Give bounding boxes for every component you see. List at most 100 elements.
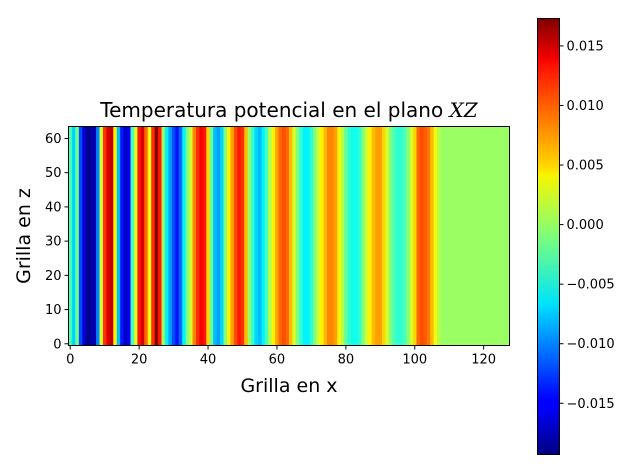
y-tick-label: 20 xyxy=(45,269,62,284)
heatmap-cell-column xyxy=(306,126,311,346)
heatmap-cell-column xyxy=(75,126,80,346)
heatmap-cell-column xyxy=(351,126,356,346)
y-tick-label: 50 xyxy=(45,166,62,181)
heatmap-cell-column xyxy=(113,126,118,346)
heatmap-cell-column xyxy=(433,126,438,346)
heatmap-cell-column xyxy=(492,126,497,346)
heatmap-cell-column xyxy=(133,126,139,346)
heatmap-cell-column xyxy=(430,126,435,346)
x-tick-label: 60 xyxy=(269,353,286,368)
heatmap-cell-column xyxy=(209,126,214,346)
heatmap-cell-column xyxy=(251,126,256,346)
heatmap-cell-column xyxy=(309,126,314,346)
heatmap-cell-column xyxy=(254,126,259,346)
colorbar-tick-label: 0.005 xyxy=(567,159,604,174)
heatmap-cell-column xyxy=(189,126,194,346)
heatmap-cell-column xyxy=(140,126,145,346)
y-axis-ticks: 0 10 20 30 40 50 60 xyxy=(45,132,69,352)
heatmap-cell-column xyxy=(502,126,507,346)
heatmap-cell-column xyxy=(202,126,207,346)
heatmap-cell-column xyxy=(289,126,294,346)
heatmap-cell-column xyxy=(182,126,187,346)
heatmap-cell-column xyxy=(357,126,362,346)
heatmap-cell-column xyxy=(285,126,290,346)
x-tick-label: 100 xyxy=(402,353,427,368)
heatmap-cell-column xyxy=(330,126,335,346)
heatmap-cell-column xyxy=(96,126,101,346)
heatmap-cell-column xyxy=(230,126,235,346)
chart-title-text: Temperatura potencial en el plano xyxy=(99,98,449,122)
heatmap-cell-column xyxy=(164,126,170,346)
heatmap-cell-column xyxy=(499,126,504,346)
y-tick-label: 30 xyxy=(45,235,62,250)
heatmap-cell-column xyxy=(68,126,73,346)
heatmap-cell-column xyxy=(268,126,273,346)
heatmap-cell-column xyxy=(506,126,511,346)
heatmap-cell-column xyxy=(354,126,359,346)
y-axis-label: Grilla en z xyxy=(13,188,35,284)
heatmap-cell-column xyxy=(233,126,238,346)
heatmap-cell-column xyxy=(261,126,266,346)
heatmap-cell-column xyxy=(282,126,287,346)
heatmap-cell-column xyxy=(485,126,490,346)
heatmap-cell-column xyxy=(192,126,197,346)
heatmap-cell-column xyxy=(457,126,462,346)
y-tick-label: 60 xyxy=(45,132,62,147)
colorbar-tick-label: 0.000 xyxy=(567,218,604,233)
heatmap-cell-column xyxy=(123,126,128,346)
heatmap-cell-column xyxy=(447,126,452,346)
heatmap-cell-column xyxy=(247,126,252,346)
heatmap-cell-column xyxy=(240,126,245,346)
heatmap-cell-column xyxy=(161,126,166,346)
heatmap-cell-column xyxy=(392,126,397,346)
y-tick-label: 10 xyxy=(45,303,62,318)
heatmap-cell-column xyxy=(399,126,404,346)
heatmap-cell-column xyxy=(488,126,493,346)
heatmap-cell-column xyxy=(375,126,380,346)
heatmap-cell-column xyxy=(223,126,228,346)
heatmap-cell-column xyxy=(85,126,90,346)
heatmap-cell-column xyxy=(89,126,94,346)
heatmap-cell-column xyxy=(292,126,297,346)
heatmap-cell-column xyxy=(378,126,383,346)
heatmap-cell-column xyxy=(168,126,173,346)
heatmap-cell-column xyxy=(185,126,190,346)
heatmap-cell-column xyxy=(464,126,469,346)
heatmap-cell-column xyxy=(109,126,114,346)
heatmap-cell-column xyxy=(226,126,232,346)
heatmap-cell-column xyxy=(385,126,390,346)
y-tick-label: 0 xyxy=(53,337,61,352)
heatmap-cell-column xyxy=(71,126,76,346)
heatmap-cell-column xyxy=(244,126,249,346)
heatmap-cell-column xyxy=(137,126,142,346)
heatmap-cell-column xyxy=(333,126,338,346)
heatmap-cell-column xyxy=(216,126,221,346)
colorbar-tick-label: −0.005 xyxy=(567,278,615,293)
heatmap-cell-column xyxy=(364,126,369,346)
heatmap-cell-column xyxy=(295,126,300,346)
chart-title: Temperatura potencial en el plano XZ xyxy=(99,98,478,122)
heatmap-cell-column xyxy=(144,126,149,346)
heatmap-cell-column xyxy=(323,126,328,346)
x-tick-label: 20 xyxy=(131,353,148,368)
heatmap-cell-column xyxy=(102,126,107,346)
colorbar-tick-label: −0.010 xyxy=(567,337,615,352)
heatmap-cell-column xyxy=(278,126,283,346)
heatmap-cell-column xyxy=(406,126,411,346)
heatmap-cell-column xyxy=(302,126,307,346)
colorbar-tick-label: 0.010 xyxy=(567,99,604,114)
heatmap-cell-column xyxy=(461,126,466,346)
chart-title-math: XZ xyxy=(448,98,479,122)
heatmap-cell-column xyxy=(213,126,218,346)
heatmap-cell-column xyxy=(171,126,176,346)
x-tick-label: 40 xyxy=(200,353,217,368)
heatmap-cell-column xyxy=(82,126,87,346)
heatmap-cell-column xyxy=(347,126,352,346)
x-tick-label: 0 xyxy=(66,353,74,368)
heatmap-cell-column xyxy=(99,126,104,346)
x-axis-label: Grilla en x xyxy=(240,375,337,397)
heatmap-cell-column xyxy=(340,126,345,346)
heatmap-cell-column xyxy=(271,126,276,346)
heatmap-cell-column xyxy=(371,126,376,346)
